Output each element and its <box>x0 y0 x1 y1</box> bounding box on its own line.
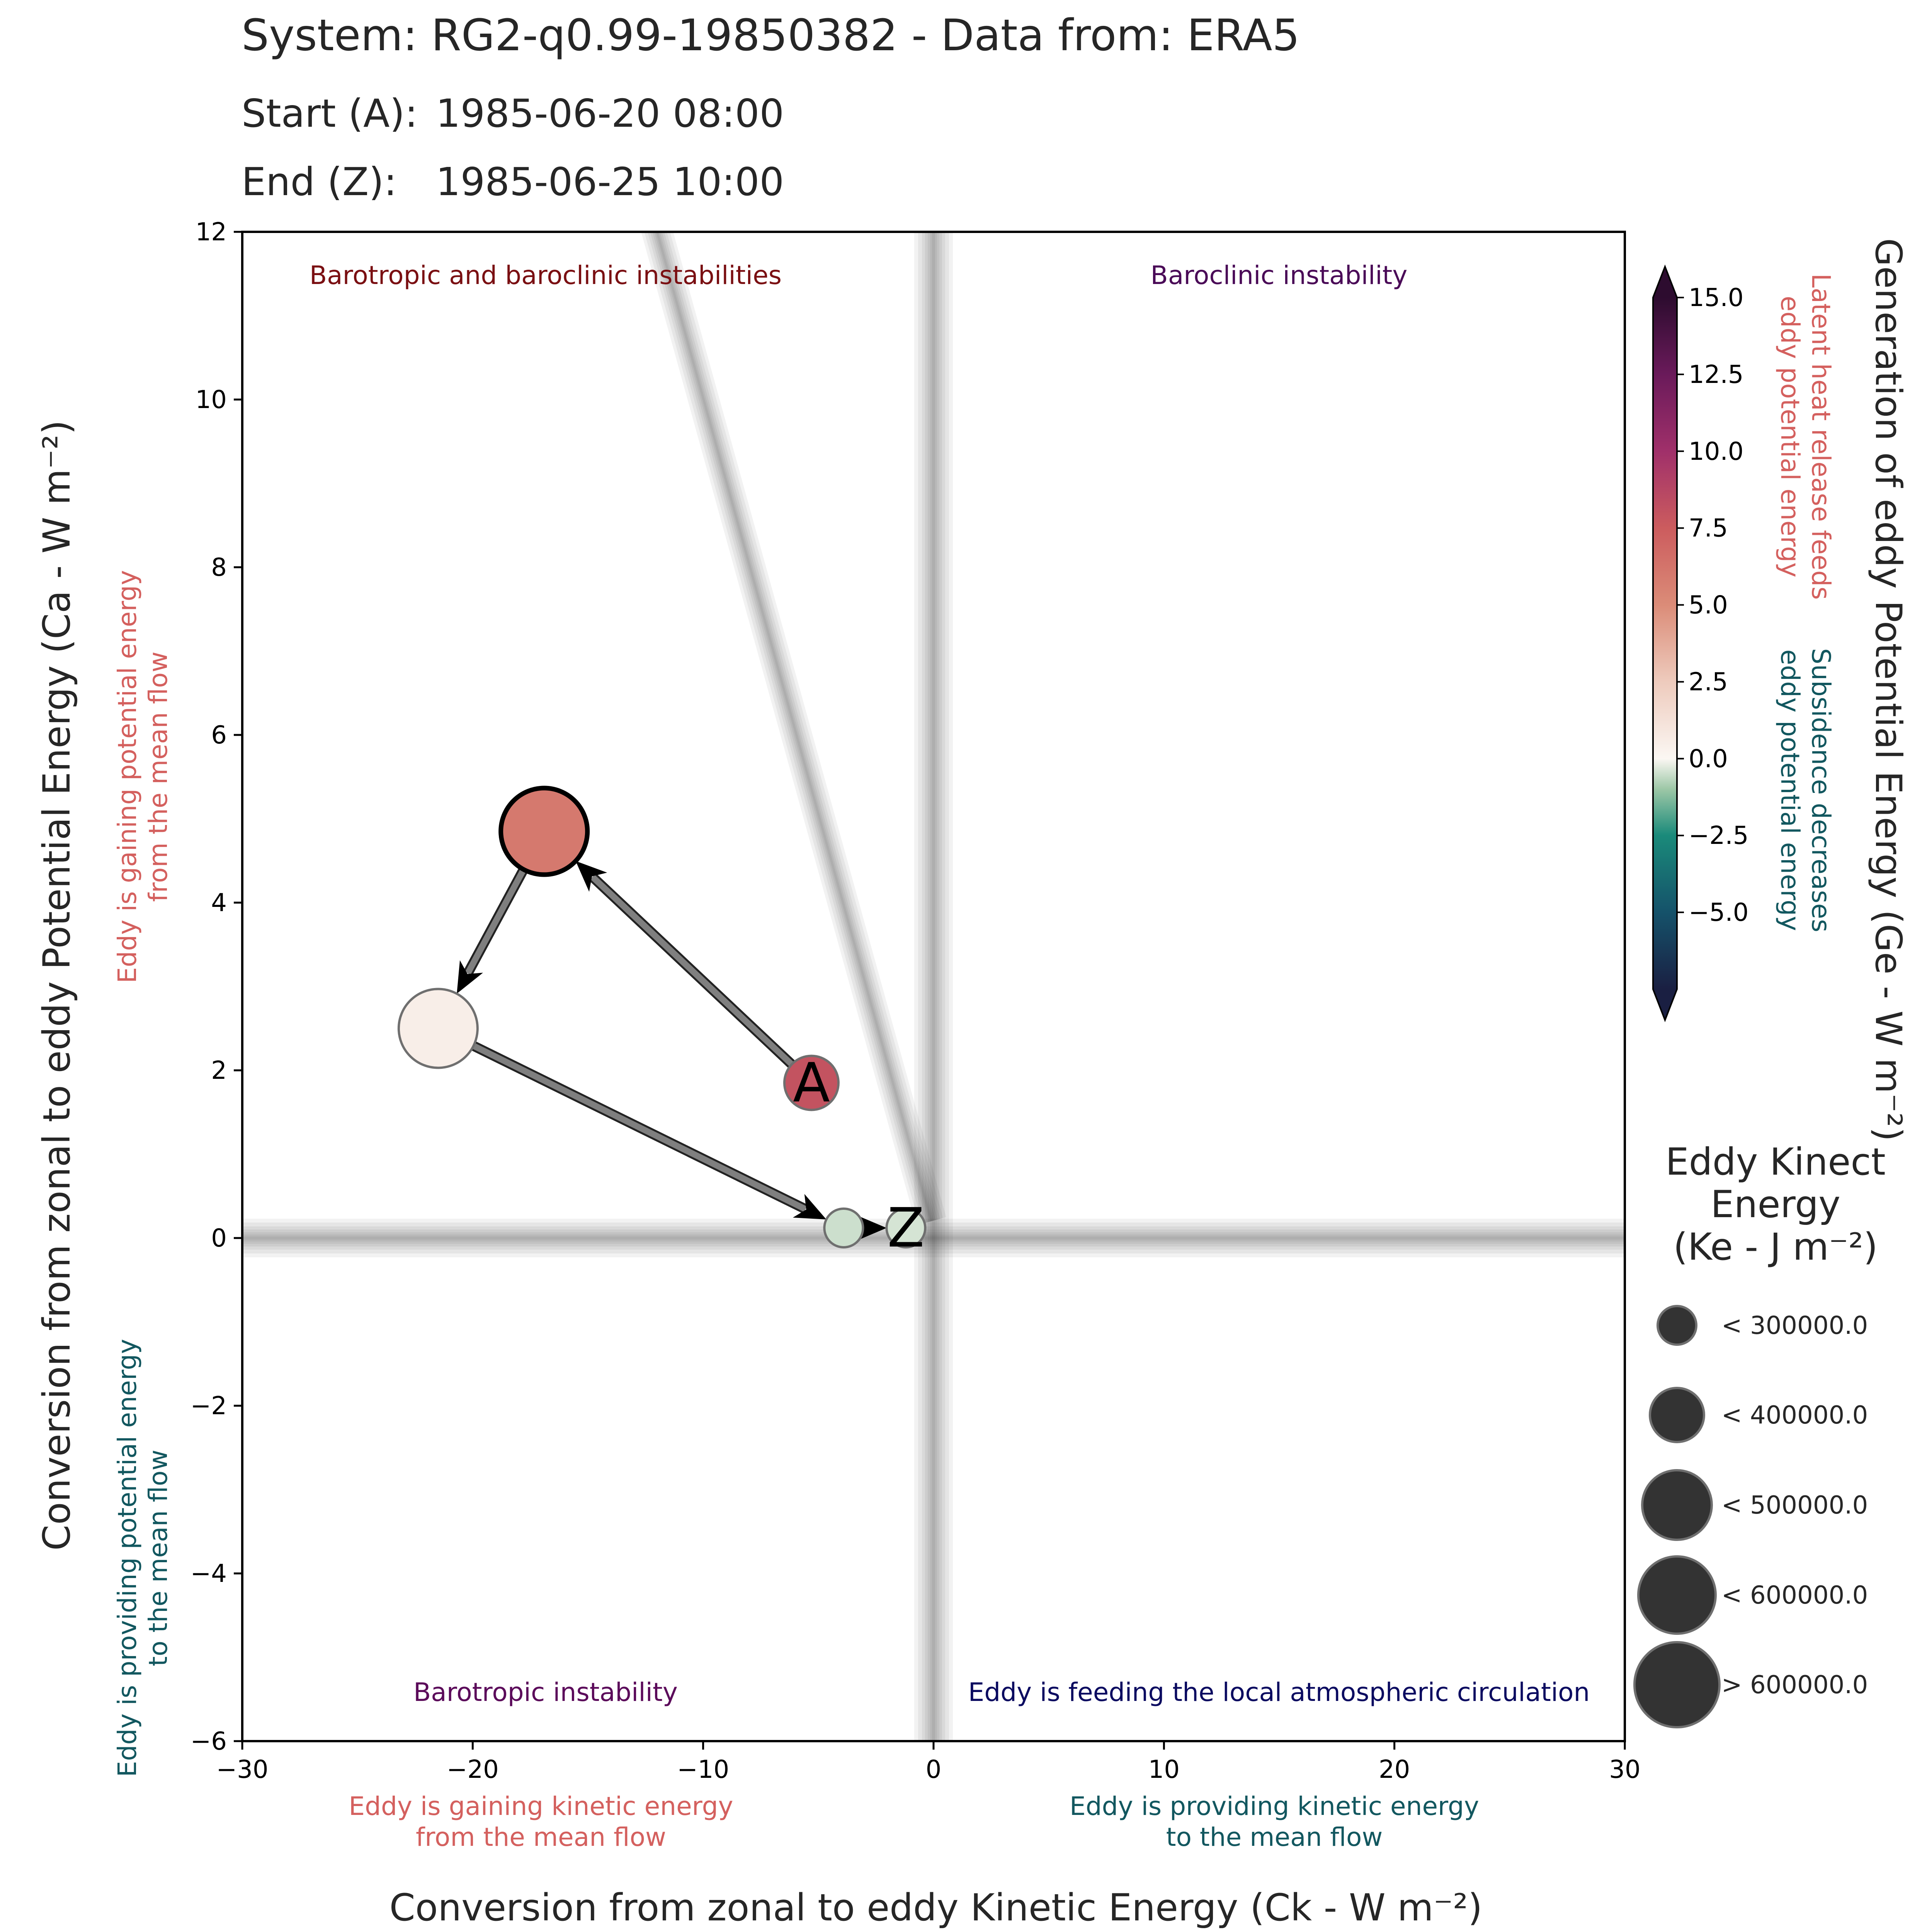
x-axis-ticks: −30 −20 −10 0 10 20 30 <box>216 1741 1641 1784</box>
x-tick-label: 30 <box>1609 1755 1640 1784</box>
reference-bands <box>242 232 1625 1741</box>
colorbar-tick-label: 2.5 <box>1689 668 1728 696</box>
y-tick-label: 4 <box>211 889 227 917</box>
colorbar-negative-note: Subsidence decreaseseddy potential energ… <box>1775 648 1836 932</box>
colorbar-tick-label: 7.5 <box>1689 514 1728 543</box>
colorbar-title: Generation of eddy Potential Energy (Ge … <box>1867 238 1909 1141</box>
y-axis-label: Conversion from zonal to eddy Potential … <box>35 420 78 1551</box>
colorbar-tick-label: 10.0 <box>1689 437 1744 466</box>
colorbar-tick-label: −5.0 <box>1689 898 1748 927</box>
arrow-head <box>793 1194 827 1219</box>
y-tick-label: −6 <box>190 1727 227 1756</box>
start-label: Start (A): <box>242 91 418 136</box>
size-legend-title: Eddy Kinect Energy (Ke - J m⁻²) <box>1665 1140 1886 1269</box>
quadrant-label-top-left: Barotropic and baroclinic instabilities <box>310 260 782 290</box>
size-legend-label: < 600000.0 <box>1721 1581 1868 1610</box>
arrow-head <box>575 861 607 892</box>
y-tick-label: 2 <box>211 1056 227 1085</box>
arrow-head <box>457 960 483 994</box>
x-tick-label: −10 <box>677 1755 729 1784</box>
y-tick-label: 6 <box>211 721 227 750</box>
trajectory-arrows <box>457 861 887 1241</box>
quadrant-label-bottom-left: Barotropic instability <box>413 1677 678 1707</box>
arrow-shaft <box>472 1043 807 1212</box>
colorbar: 15.0 12.5 10.0 7.5 5.0 2.5 0.0 −2.5 −5.0 <box>1652 264 1748 1022</box>
y-tick-label: 10 <box>196 386 227 414</box>
x-negative-note: Eddy is gaining kinetic energy from the m… <box>349 1791 733 1852</box>
size-legend-label: < 300000.0 <box>1721 1311 1868 1340</box>
y-tick-label: −4 <box>190 1560 227 1588</box>
y-tick-label: 0 <box>211 1224 227 1253</box>
colorbar-tick-label: −2.5 <box>1689 821 1748 850</box>
trajectory-arrow <box>471 1041 827 1219</box>
y-tick-label: 12 <box>196 218 227 247</box>
quadrant-label-top-right: Baroclinic instability <box>1151 260 1408 290</box>
colorbar-tick-label: 12.5 <box>1689 361 1744 389</box>
size-legend-label: < 400000.0 <box>1721 1401 1868 1430</box>
size-legend-marker <box>1637 1555 1717 1635</box>
start-value: 1985-06-20 08:00 <box>436 91 784 136</box>
arrow-shaft <box>590 874 794 1067</box>
trajectory-point <box>783 1054 840 1111</box>
end-value: 1985-06-25 10:00 <box>436 159 784 204</box>
y-axis-ticks: −6 −4 −2 0 2 4 6 8 10 12 <box>190 218 242 1756</box>
colorbar-tick-label: 5.0 <box>1689 591 1728 620</box>
colorbar-outline <box>1652 264 1678 1022</box>
quadrant-label-bottom-right: Eddy is feeding the local atmospheric ci… <box>968 1677 1590 1707</box>
x-positive-note: Eddy is providing kinetic energy to the m… <box>1070 1791 1479 1852</box>
reference-band-diagonal <box>650 232 938 1223</box>
colorbar-extend-top <box>1653 267 1677 298</box>
size-legend-marker <box>1641 1469 1713 1541</box>
x-tick-label: 20 <box>1379 1755 1410 1784</box>
reference-band-diagonal <box>644 232 943 1225</box>
point-label-a: A <box>793 1052 830 1115</box>
size-legend: Eddy Kinect Energy (Ke - J m⁻²) < 300000.0… <box>1633 1140 1886 1728</box>
size-legend-label: < 500000.0 <box>1721 1491 1868 1520</box>
size-legend-marker <box>1649 1387 1705 1443</box>
colorbar-tick-label: 15.0 <box>1689 284 1744 312</box>
colorbar-extend-bottom <box>1653 989 1677 1020</box>
size-legend-marker <box>1656 1305 1697 1346</box>
x-tick-label: 10 <box>1148 1755 1180 1784</box>
trajectory-point <box>885 1207 927 1248</box>
y-positive-note: Eddy is gaining potential energyfrom the… <box>112 570 173 983</box>
reference-band-diagonal <box>641 232 946 1226</box>
size-legend-marker <box>1633 1641 1721 1728</box>
reference-band-diagonal <box>647 232 940 1224</box>
trajectory-point <box>498 786 590 877</box>
arrow-shaft <box>465 868 527 975</box>
y-tick-label: 8 <box>211 553 227 582</box>
x-tick-label: 0 <box>926 1755 942 1784</box>
y-negative-note: Eddy is providing potential energyto the… <box>112 1339 173 1777</box>
trajectory-arrow <box>457 867 528 994</box>
arrow-head <box>855 1214 887 1241</box>
x-axis-label: Conversion from zonal to eddy Kinetic En… <box>389 1886 1483 1929</box>
reference-band-diagonal <box>654 232 934 1222</box>
x-tick-label: −30 <box>216 1755 268 1784</box>
reference-band-diagonal <box>652 232 936 1223</box>
colorbar-positive-note: Latent heat release feedseddy potential … <box>1775 274 1836 600</box>
trajectory-point <box>397 988 479 1069</box>
x-tick-label: −20 <box>447 1755 499 1784</box>
trajectory-arrow <box>575 861 795 1068</box>
end-label: End (Z): <box>242 159 397 204</box>
point-label-z: Z <box>887 1197 924 1260</box>
colorbar-gradient <box>1653 298 1677 989</box>
trajectory-point <box>823 1207 864 1248</box>
reference-band-diagonal <box>656 232 933 1222</box>
chart-title: System: RG2-q0.99-19850382 - Data from: … <box>242 10 1300 61</box>
trajectory-points: AZ <box>397 786 927 1260</box>
colorbar-tick-label: 0.0 <box>1689 745 1728 773</box>
size-legend-label: > 600000.0 <box>1721 1671 1868 1699</box>
y-tick-label: −2 <box>190 1392 227 1420</box>
